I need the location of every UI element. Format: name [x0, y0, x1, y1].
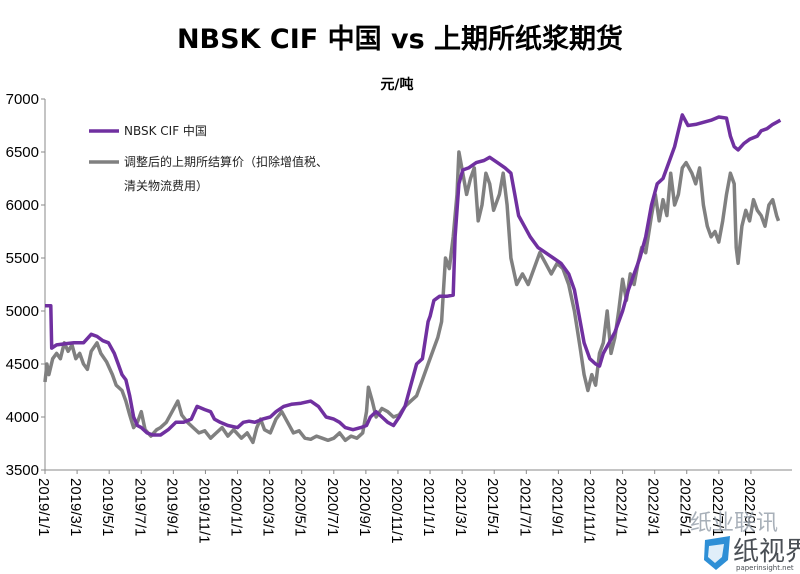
x-tick-label: 2020/5/1 [292, 478, 309, 536]
x-tick-label: 2019/1/1 [35, 478, 52, 536]
x-tick-label: 2020/9/1 [356, 478, 373, 536]
x-tick-label: 2021/1/1 [420, 478, 437, 536]
y-tick-label: 6500 [6, 144, 39, 161]
y-tick-label: 5500 [6, 250, 39, 267]
x-tick-label: 2021/5/1 [484, 478, 501, 536]
series-lines [43, 113, 782, 445]
x-tick-label: 2022/5/1 [677, 478, 694, 536]
shield-logo-icon [704, 536, 730, 570]
x-tick-label: 2020/7/1 [324, 478, 341, 536]
watermark-brand: 纸视界 [733, 537, 800, 567]
x-tick-label: 2019/9/1 [163, 478, 180, 536]
y-unit-label: 元/吨 [380, 76, 413, 93]
x-tick-label: 2022/9/1 [741, 478, 758, 536]
x-tick-label: 2022/1/1 [613, 478, 630, 536]
x-tick-label: 2019/7/1 [131, 478, 148, 536]
x-tick-label: 2021/9/1 [548, 478, 565, 536]
chart-title: NBSK CIF 中国 vs 上期所纸浆期货 [177, 23, 623, 55]
x-tick-label: 2020/3/1 [260, 478, 277, 536]
watermark-site: paperinsight.net [736, 564, 794, 572]
plot-area: 3500 4000 4500 5000 5500 6000 6500 7000 2019/1/… [6, 91, 792, 544]
x-tick-label: 2019/3/1 [67, 478, 84, 536]
y-tick-label: 4000 [6, 409, 39, 426]
legend-label-nbsk: NBSK CIF 中国 [124, 123, 207, 138]
y-tick-label: 5000 [6, 303, 39, 320]
legend: NBSK CIF 中国 调整后的上期所结算价（扣除增值税、 清关物流费用） [89, 123, 332, 193]
y-tick-label: 6000 [6, 197, 39, 214]
series-line-shfe [43, 150, 781, 445]
x-tick-label: 2020/1/1 [228, 478, 245, 536]
x-tick-label: 2019/5/1 [99, 478, 116, 536]
x-tick-label: 2020/11/1 [388, 478, 405, 544]
y-tick-label: 3500 [6, 462, 39, 479]
x-tick-label: 2021/3/1 [452, 478, 469, 536]
y-tick-label: 4500 [6, 356, 39, 373]
x-tick-label: 2022/3/1 [645, 478, 662, 536]
x-tick-label: 2021/11/1 [580, 478, 597, 544]
y-tick-label: 7000 [6, 91, 39, 108]
legend-label-shfe-line2: 清关物流费用） [124, 179, 208, 193]
x-ticks: 2019/1/1 2019/3/1 2019/5/1 2019/7/1 2019/9/1… [35, 470, 758, 544]
legend-label-shfe: 调整后的上期所结算价（扣除增值税、 清关物流费用） [124, 154, 332, 193]
x-tick-label: 2019/11/1 [195, 478, 212, 544]
x-tick-label: 2021/7/1 [516, 478, 533, 536]
series-line-nbsk [45, 113, 782, 437]
watermark: 纸业联讯 纸视界 paperinsight.net [690, 511, 800, 572]
y-ticks: 3500 4000 4500 5000 5500 6000 6500 7000 [6, 91, 45, 479]
x-tick-label: 2022/7/1 [709, 478, 726, 536]
watermark-wechat: 纸业联讯 [690, 511, 778, 536]
legend-label-shfe-line1: 调整后的上期所结算价（扣除增值税、 [124, 154, 328, 169]
